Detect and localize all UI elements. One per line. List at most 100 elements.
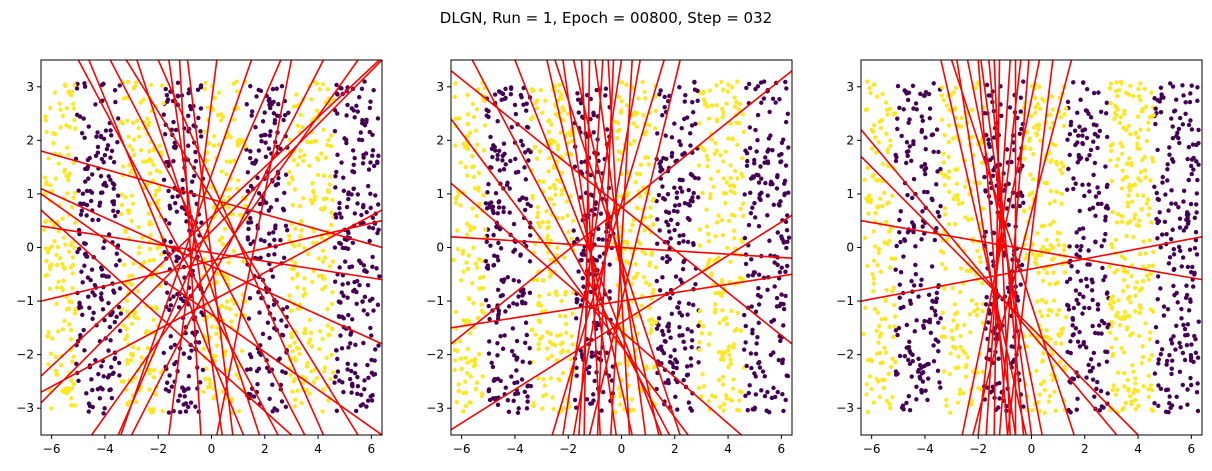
data-point: [1185, 387, 1190, 392]
data-point: [492, 376, 497, 382]
data-point: [862, 235, 868, 241]
data-point: [726, 347, 731, 353]
data-point: [112, 213, 118, 219]
data-point: [551, 165, 556, 170]
data-point: [329, 143, 334, 149]
data-point: [495, 225, 501, 230]
data-point: [306, 340, 311, 345]
data-point: [60, 287, 66, 293]
data-point: [682, 150, 687, 156]
data-point: [919, 237, 924, 242]
data-point: [164, 380, 170, 385]
data-point: [1136, 333, 1142, 339]
data-point: [501, 167, 507, 172]
data-point: [236, 409, 242, 414]
data-point: [604, 350, 610, 356]
data-point: [536, 341, 541, 347]
data-point: [717, 290, 722, 296]
data-point: [902, 237, 907, 242]
data-point: [126, 208, 132, 213]
data-point: [323, 284, 328, 290]
data-point: [351, 186, 356, 191]
data-point: [571, 228, 576, 233]
data-point: [1073, 181, 1078, 186]
data-point: [227, 186, 233, 192]
data-point: [716, 213, 721, 218]
data-point: [1137, 288, 1143, 293]
data-point: [906, 393, 911, 399]
data-point: [1048, 188, 1054, 194]
data-point: [1049, 372, 1055, 377]
data-point: [664, 259, 670, 265]
data-point: [1039, 297, 1045, 303]
data-point: [1130, 331, 1135, 336]
data-point: [1172, 108, 1178, 113]
data-point: [1057, 359, 1063, 365]
data-point: [933, 312, 938, 318]
data-point: [165, 97, 171, 102]
data-point: [216, 90, 222, 96]
data-point: [955, 197, 961, 202]
data-point: [362, 378, 367, 383]
data-point: [495, 353, 500, 358]
data-point: [661, 350, 667, 356]
data-point: [942, 132, 947, 138]
data-point: [642, 89, 647, 95]
data-point: [761, 96, 767, 101]
data-point: [677, 310, 682, 315]
data-point: [1087, 305, 1092, 311]
data-point: [578, 100, 584, 106]
data-point: [553, 289, 559, 294]
data-point: [467, 297, 472, 302]
data-point: [266, 208, 272, 213]
data-point: [737, 398, 742, 403]
data-point: [916, 356, 921, 362]
data-point: [84, 202, 90, 208]
data-point: [463, 355, 468, 361]
data-point: [305, 361, 310, 366]
data-point: [290, 389, 295, 394]
data-point: [724, 392, 729, 398]
data-point: [523, 177, 529, 182]
data-point: [1193, 229, 1199, 235]
data-point: [697, 121, 702, 126]
data-point: [44, 182, 49, 187]
data-point: [898, 305, 903, 311]
data-point: [174, 254, 179, 259]
data-point: [891, 112, 896, 117]
data-point: [468, 228, 473, 233]
data-point: [1148, 330, 1153, 335]
data-point: [871, 123, 877, 128]
data-point: [1024, 129, 1030, 135]
data-point: [756, 285, 761, 291]
boundary-line: [136, 60, 261, 435]
data-point: [66, 388, 71, 394]
data-point: [688, 406, 693, 411]
data-point: [765, 193, 770, 198]
data-point: [332, 128, 338, 134]
data-point: [545, 233, 551, 238]
data-point: [1125, 377, 1131, 383]
data-point: [289, 334, 295, 340]
data-point: [1061, 123, 1067, 129]
data-point: [488, 243, 493, 248]
data-point: [559, 192, 564, 197]
data-point: [463, 164, 468, 170]
data-point: [942, 334, 947, 339]
data-point: [1163, 192, 1168, 197]
data-point: [170, 194, 175, 200]
data-point: [333, 215, 339, 220]
data-point: [62, 167, 68, 173]
data-point: [474, 107, 480, 112]
data-point: [888, 265, 893, 270]
data-point: [1066, 307, 1072, 312]
data-point: [566, 131, 571, 136]
data-point: [619, 98, 624, 104]
data-point: [1103, 214, 1108, 219]
data-point: [1110, 209, 1115, 215]
data-point: [696, 385, 702, 391]
data-point: [273, 226, 278, 231]
data-point: [729, 308, 734, 314]
data-point: [43, 114, 48, 119]
data-point: [631, 275, 636, 281]
